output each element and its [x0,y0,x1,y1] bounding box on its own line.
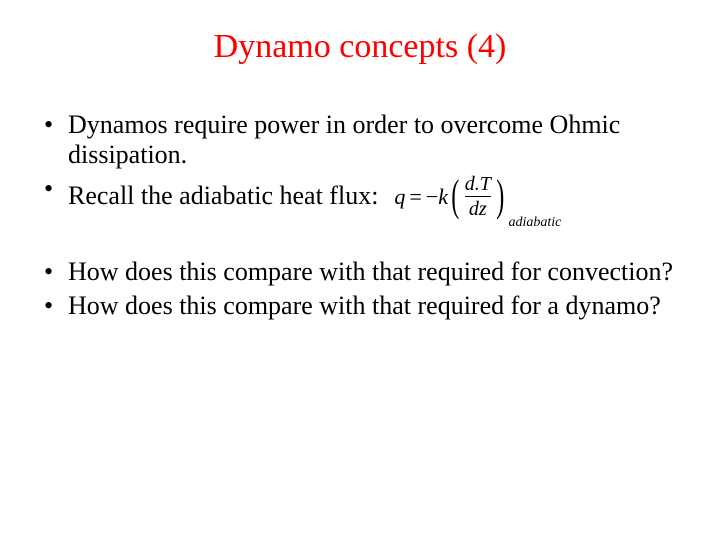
slide-title: Dynamo concepts (4) [40,28,680,66]
eq-frac-num: d.T [463,174,493,196]
bullet-item: Dynamos require power in order to overco… [40,110,680,170]
eq-rparen: ) [496,174,504,218]
eq-equals: = [409,184,421,209]
bullet-list: Dynamos require power in order to overco… [40,110,680,219]
bullet-text: How does this compare with that required… [68,291,661,320]
eq-fraction: d.T dz [463,174,493,219]
slide: Dynamo concepts (4) Dynamos require powe… [0,0,720,540]
eq-coef: k [438,184,448,209]
bullet-item: How does this compare with that required… [40,291,680,321]
bullet-text: Dynamos require power in order to overco… [68,110,620,169]
bullet-text: Recall the adiabatic heat flux: [68,181,378,211]
spacer [40,223,680,257]
slide-body: Dynamos require power in order to overco… [40,110,680,321]
bullet-item: How does this compare with that required… [40,257,680,287]
bullet-text: How does this compare with that required… [68,257,673,286]
bullet-with-equation: Recall the adiabatic heat flux: q = − k … [68,174,680,219]
equation: q = − k ( d.T dz ) adiabatic [394,174,561,219]
eq-minus: − [426,184,438,209]
eq-subscript: adiabatic [508,215,561,231]
eq-frac-den: dz [465,196,491,219]
eq-lparen: ( [451,174,459,218]
eq-lhs: q [394,184,405,209]
bullet-list: How does this compare with that required… [40,257,680,321]
bullet-item: Recall the adiabatic heat flux: q = − k … [40,174,680,219]
